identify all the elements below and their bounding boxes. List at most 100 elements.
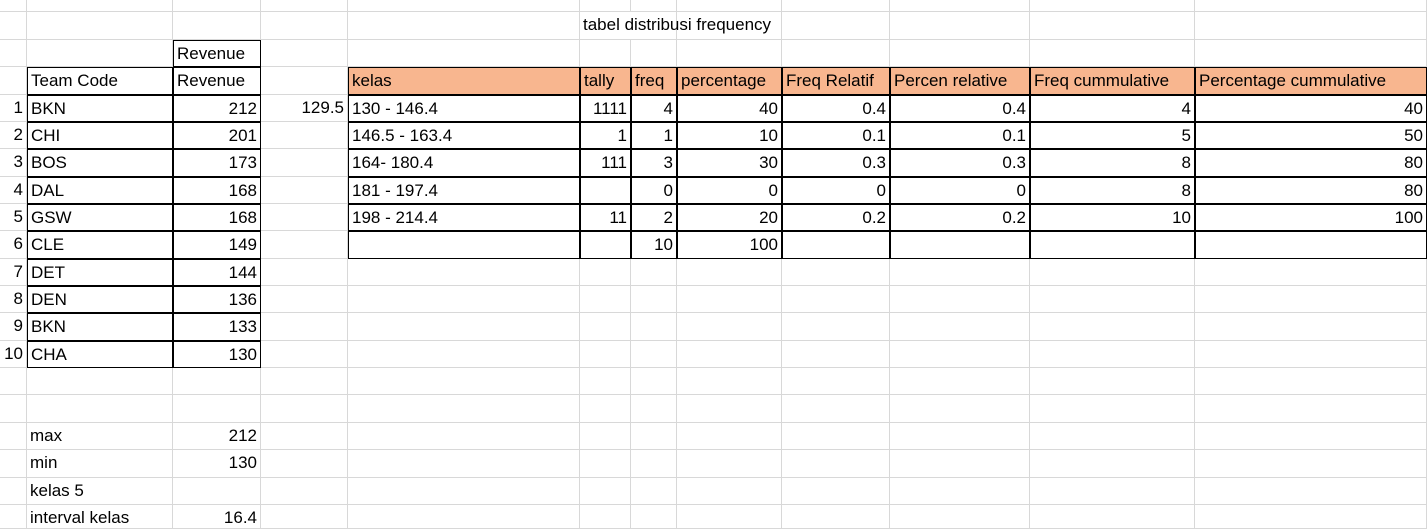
empty-cell[interactable]: [677, 259, 782, 286]
empty-cell[interactable]: [0, 395, 27, 423]
empty-cell[interactable]: [348, 395, 580, 423]
empty-cell[interactable]: [348, 505, 580, 529]
freq-value-cell[interactable]: 100: [1195, 204, 1427, 231]
row-number-cell[interactable]: 7: [0, 259, 27, 286]
empty-cell[interactable]: [0, 423, 27, 450]
empty-cell[interactable]: [261, 313, 348, 341]
team-code-cell[interactable]: GSW: [27, 204, 173, 231]
stat-value-cell[interactable]: 212: [173, 423, 261, 450]
freq-value-cell[interactable]: 0.2: [782, 204, 890, 231]
row-number-cell[interactable]: 6: [0, 231, 27, 259]
stat-label-cell[interactable]: max: [27, 423, 173, 450]
stat-label-cell[interactable]: min: [27, 450, 173, 478]
empty-cell[interactable]: [890, 341, 1030, 368]
empty-cell[interactable]: [782, 478, 890, 505]
empty-cell[interactable]: [348, 40, 580, 67]
freq-value-cell[interactable]: [890, 231, 1030, 259]
empty-cell[interactable]: [631, 450, 677, 478]
empty-cell[interactable]: [890, 395, 1030, 423]
empty-cell[interactable]: [1030, 313, 1195, 341]
empty-cell[interactable]: [261, 478, 348, 505]
freq-value-cell[interactable]: 0: [631, 177, 677, 204]
empty-cell[interactable]: [261, 231, 348, 259]
empty-cell[interactable]: [782, 423, 890, 450]
empty-cell[interactable]: [348, 286, 580, 313]
row-number-cell[interactable]: 2: [0, 122, 27, 149]
empty-cell[interactable]: [1030, 423, 1195, 450]
empty-cell[interactable]: [261, 505, 348, 529]
team-code-cell[interactable]: CHI: [27, 122, 173, 149]
empty-cell[interactable]: [782, 450, 890, 478]
empty-cell[interactable]: [890, 286, 1030, 313]
empty-cell[interactable]: [173, 395, 261, 423]
empty-cell[interactable]: [1030, 395, 1195, 423]
empty-cell[interactable]: [0, 0, 27, 12]
empty-cell[interactable]: [261, 204, 348, 231]
empty-cell[interactable]: [348, 12, 580, 40]
freq-value-cell[interactable]: 20: [677, 204, 782, 231]
empty-cell[interactable]: [677, 505, 782, 529]
empty-cell[interactable]: [1030, 450, 1195, 478]
freq-value-cell[interactable]: 40: [1195, 95, 1427, 122]
empty-cell[interactable]: [890, 505, 1030, 529]
empty-cell[interactable]: [677, 395, 782, 423]
freq-header-cell[interactable]: Freq Relatif: [782, 67, 890, 95]
team-code-cell[interactable]: DEN: [27, 286, 173, 313]
empty-cell[interactable]: [677, 478, 782, 505]
freq-value-cell[interactable]: 3: [631, 149, 677, 177]
empty-cell[interactable]: [0, 67, 27, 95]
freq-value-cell[interactable]: 4: [1030, 95, 1195, 122]
empty-cell[interactable]: [0, 478, 27, 505]
empty-cell[interactable]: [1195, 286, 1427, 313]
empty-cell[interactable]: [348, 313, 580, 341]
empty-cell[interactable]: [631, 286, 677, 313]
empty-cell[interactable]: [1195, 478, 1427, 505]
empty-cell[interactable]: [677, 286, 782, 313]
freq-header-cell[interactable]: Percentage cummulative: [1195, 67, 1427, 95]
row-number-cell[interactable]: 9: [0, 313, 27, 341]
empty-cell[interactable]: [1030, 0, 1195, 12]
empty-cell[interactable]: [677, 423, 782, 450]
empty-cell[interactable]: [0, 450, 27, 478]
empty-cell[interactable]: [1195, 259, 1427, 286]
empty-cell[interactable]: [0, 505, 27, 529]
empty-cell[interactable]: [0, 12, 27, 40]
empty-cell[interactable]: [348, 368, 580, 395]
empty-cell[interactable]: [1030, 259, 1195, 286]
empty-cell[interactable]: [348, 423, 580, 450]
empty-cell[interactable]: [1195, 0, 1427, 12]
empty-cell[interactable]: [782, 0, 890, 12]
empty-cell[interactable]: [782, 368, 890, 395]
empty-cell[interactable]: [1195, 368, 1427, 395]
empty-cell[interactable]: [782, 286, 890, 313]
empty-cell[interactable]: [631, 0, 677, 12]
revenue-cell[interactable]: 173: [173, 149, 261, 177]
empty-cell[interactable]: [580, 368, 631, 395]
header-revenue-top[interactable]: Revenue: [173, 40, 261, 67]
class-range-cell[interactable]: 198 - 214.4: [348, 204, 580, 231]
empty-cell[interactable]: [580, 423, 631, 450]
empty-cell[interactable]: [890, 40, 1030, 67]
empty-cell[interactable]: [261, 12, 348, 40]
team-code-cell[interactable]: BKN: [27, 313, 173, 341]
empty-cell[interactable]: [173, 368, 261, 395]
empty-cell[interactable]: [27, 0, 173, 12]
empty-cell[interactable]: [890, 12, 1030, 40]
freq-value-cell[interactable]: 0.3: [782, 149, 890, 177]
empty-cell[interactable]: [631, 368, 677, 395]
freq-value-cell[interactable]: 80: [1195, 177, 1427, 204]
empty-cell[interactable]: [27, 395, 173, 423]
empty-cell[interactable]: [27, 12, 173, 40]
empty-cell[interactable]: [782, 341, 890, 368]
empty-cell[interactable]: [677, 368, 782, 395]
class-range-cell[interactable]: 181 - 197.4: [348, 177, 580, 204]
revenue-cell[interactable]: 168: [173, 177, 261, 204]
freq-value-cell[interactable]: [1030, 231, 1195, 259]
empty-cell[interactable]: [261, 149, 348, 177]
empty-cell[interactable]: [677, 0, 782, 12]
empty-cell[interactable]: [631, 259, 677, 286]
empty-cell[interactable]: [1195, 423, 1427, 450]
revenue-cell[interactable]: 201: [173, 122, 261, 149]
freq-value-cell[interactable]: 1111: [580, 95, 631, 122]
freq-value-cell[interactable]: [580, 231, 631, 259]
